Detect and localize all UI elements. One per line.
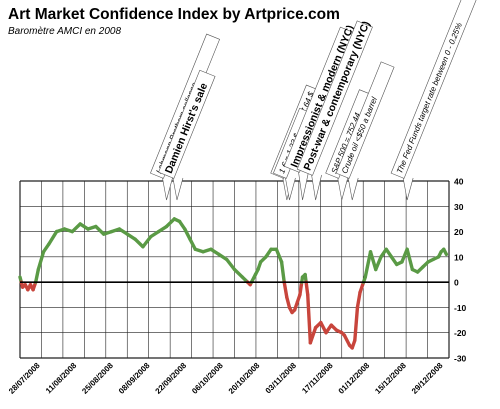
annotation-frame bbox=[296, 20, 373, 176]
y-tick-label: 10 bbox=[454, 252, 464, 262]
line-segment-negative bbox=[304, 280, 310, 297]
x-axis-labels: 28/07/2008 11/08/2008 25/08/2008 08/09/2008… bbox=[7, 361, 445, 396]
annotation-pointer bbox=[347, 177, 359, 201]
line-segment-positive bbox=[94, 224, 106, 236]
line-segment-negative bbox=[353, 305, 360, 342]
line-segment-positive bbox=[232, 267, 245, 279]
y-tick-label: 30 bbox=[454, 202, 464, 212]
y-tick-label: 40 bbox=[454, 177, 464, 187]
line-segment-negative bbox=[282, 280, 289, 300]
line-segment-positive bbox=[141, 234, 153, 249]
annotation-pointer bbox=[298, 171, 309, 201]
annotation-text: The Fed Funds target rate between 0 - 0.… bbox=[395, 21, 464, 174]
line-segment-negative bbox=[285, 295, 292, 310]
line-segment-positive bbox=[405, 247, 415, 272]
line-segment-positive bbox=[442, 247, 449, 257]
line-segment-positive bbox=[279, 260, 286, 284]
line-segment-positive bbox=[183, 227, 192, 241]
x-tick-label: 29/12/2008 bbox=[410, 361, 445, 396]
x-tick-label: 25/08/2008 bbox=[80, 361, 115, 396]
annotation-pointer bbox=[162, 177, 173, 201]
x-tick-label: 03/11/2008 bbox=[264, 361, 299, 396]
annotation-pointer bbox=[402, 177, 414, 201]
line-segment-negative bbox=[342, 333, 352, 348]
y-tick-label: -30 bbox=[454, 354, 467, 364]
line-segment-positive bbox=[33, 267, 41, 284]
line-segment-negative bbox=[355, 290, 362, 310]
y-tick-label: -10 bbox=[454, 303, 467, 313]
x-tick-label: 20/10/2008 bbox=[227, 361, 262, 396]
x-tick-label: 22/09/2008 bbox=[154, 361, 189, 396]
x-tick-label: 15/12/2008 bbox=[373, 361, 408, 396]
line-segment-positive bbox=[36, 250, 46, 272]
y-tick-label: -20 bbox=[454, 328, 467, 338]
line-segment-positive bbox=[47, 229, 59, 246]
annotation-box: The Fed Funds target rate between 0 - 0.… bbox=[390, 0, 491, 179]
line-segment-negative bbox=[306, 293, 313, 345]
line-segment-negative bbox=[308, 325, 318, 345]
line-segment-positive bbox=[374, 255, 383, 272]
annotation-callout: The Fed Funds target rate between 0 - 0.… bbox=[390, 0, 491, 201]
x-tick-label: 06/10/2008 bbox=[190, 361, 225, 396]
annotation-pointer bbox=[172, 177, 184, 201]
series-line bbox=[18, 217, 449, 350]
annotation-frame bbox=[390, 0, 491, 179]
annotation-frame bbox=[158, 69, 216, 179]
annotation-pointer bbox=[311, 174, 322, 201]
x-tick-label: 08/09/2008 bbox=[117, 361, 152, 396]
line-segment-positive bbox=[224, 257, 237, 272]
y-tick-label: 20 bbox=[454, 227, 464, 237]
x-tick-label: 11/08/2008 bbox=[44, 361, 79, 396]
annotations: Lehmann Brothers collapseDamien Hirst's … bbox=[150, 0, 491, 201]
annotation-pointer bbox=[285, 177, 296, 201]
line-segment-positive bbox=[188, 237, 197, 251]
line-segment-positive bbox=[133, 237, 145, 249]
line-segment-positive bbox=[363, 250, 373, 279]
line-segment-positive bbox=[164, 217, 177, 229]
chart-subtitle: Baromètre AMCI en 2008 bbox=[8, 26, 122, 37]
annotation-frame bbox=[335, 61, 395, 179]
x-tick-label: 01/12/2008 bbox=[337, 361, 372, 396]
y-axis-labels: -30 -20 -10 0 10 20 30 40 bbox=[454, 177, 467, 364]
line-segment-positive bbox=[368, 250, 378, 272]
line-segment-positive bbox=[274, 247, 284, 264]
x-tick-label: 28/07/2008 bbox=[7, 361, 42, 396]
line-segment-positive bbox=[70, 222, 82, 234]
line-segment-negative bbox=[358, 280, 366, 294]
line-segment-negative bbox=[298, 280, 304, 297]
annotation-pointer bbox=[337, 177, 349, 201]
y-tick-label: 0 bbox=[454, 278, 459, 288]
chart-title: Art Market Confidence Index by Artprice.… bbox=[8, 6, 340, 23]
x-tick-label: 17/11/2008 bbox=[300, 361, 335, 396]
